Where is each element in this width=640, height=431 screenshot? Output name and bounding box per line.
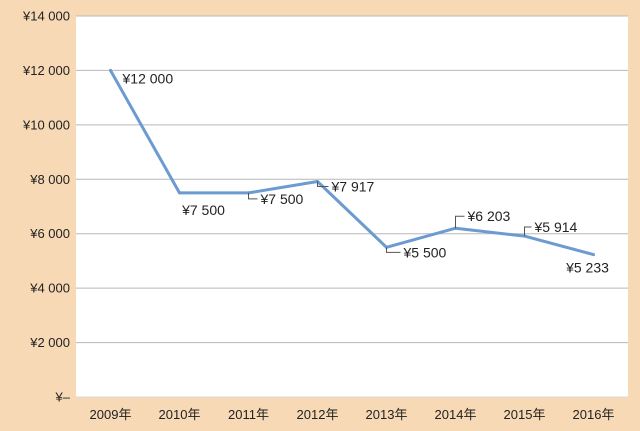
y-tick-label: ¥6 000 — [29, 226, 70, 241]
data-label: ¥7 500 — [181, 202, 225, 218]
x-tick-label: 2015年 — [504, 407, 546, 422]
y-tick-label: ¥4 000 — [29, 281, 70, 296]
y-tick-label: ¥12 000 — [22, 63, 70, 78]
x-tick-label: 2013年 — [366, 407, 408, 422]
data-label-leader — [317, 181, 329, 188]
series-line — [109, 68, 595, 257]
x-tick-label: 2014年 — [435, 407, 477, 422]
x-tick-label: 2010年 — [159, 407, 201, 422]
data-label: ¥12 000 — [122, 70, 174, 86]
x-tick-label: 2016年 — [573, 407, 615, 422]
y-tick-label: ¥2 000 — [29, 335, 70, 350]
data-label: ¥5 914 — [534, 219, 578, 235]
x-tick-label: 2009年 — [90, 407, 132, 422]
y-tick-label: ¥8 000 — [29, 172, 70, 187]
data-label-leader — [455, 215, 465, 229]
data-point — [109, 68, 112, 72]
y-tick-label: ¥– — [55, 390, 71, 405]
data-label: ¥6 203 — [467, 208, 511, 224]
data-label-leader — [248, 192, 258, 200]
x-tick-label: 2011年 — [228, 407, 269, 422]
y-tick-label: ¥10 000 — [22, 117, 70, 132]
data-label-leader — [524, 226, 532, 237]
data-point — [592, 253, 595, 257]
data-label: ¥7 500 — [260, 191, 304, 207]
data-label: ¥7 917 — [331, 179, 375, 195]
data-label: ¥5 500 — [403, 244, 447, 260]
y-tick-label: ¥14 000 — [22, 9, 70, 24]
x-tick-label: 2012年 — [297, 407, 339, 422]
data-label-leader — [386, 247, 401, 253]
plot-area — [76, 16, 628, 397]
data-point — [178, 191, 181, 195]
data-label: ¥5 233 — [565, 260, 609, 276]
